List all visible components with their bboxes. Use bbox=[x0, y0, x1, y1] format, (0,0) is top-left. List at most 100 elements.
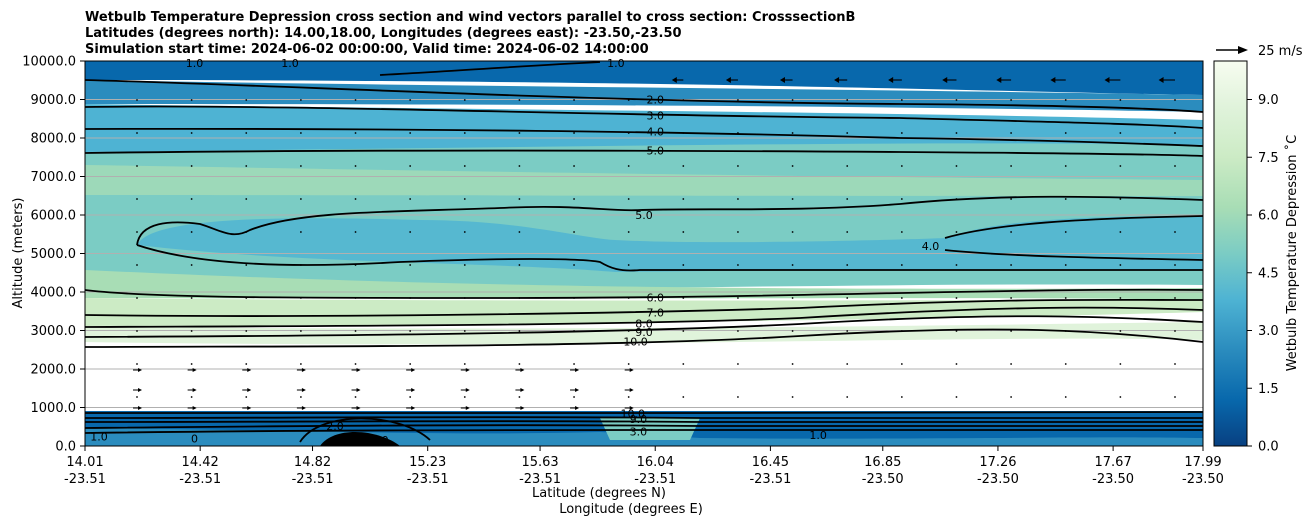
wind-vector-dot bbox=[463, 132, 466, 134]
y-tick-label: 1000.0 bbox=[31, 401, 77, 416]
wind-vector-dot bbox=[136, 396, 138, 398]
wind-vector-dot bbox=[354, 297, 357, 299]
wind-vector-dot bbox=[900, 132, 903, 134]
wind-vector-dot bbox=[463, 363, 466, 365]
wind-vector-head bbox=[575, 368, 580, 372]
contour-line-11 bbox=[85, 298, 1203, 317]
wind-vector-dot bbox=[900, 264, 903, 266]
wind-vector-head bbox=[356, 368, 361, 372]
x-tick-label-lon: -23.50 bbox=[862, 472, 904, 487]
wind-vector-dot bbox=[682, 231, 685, 233]
wind-vector-dot bbox=[518, 264, 521, 266]
y-tick-label: 9000.0 bbox=[31, 93, 77, 108]
wind-vector-dot bbox=[136, 99, 138, 101]
wind-vector-dot bbox=[354, 231, 357, 233]
y-axis-label: Altitude (meters) bbox=[11, 198, 26, 309]
wind-vector-dot bbox=[1010, 396, 1013, 398]
wind-vector-dot bbox=[682, 396, 685, 398]
wind-vector-dot bbox=[682, 363, 685, 365]
wind-vector-dot bbox=[955, 231, 958, 233]
wind-vector-dot bbox=[136, 330, 138, 332]
wind-vector-dot bbox=[299, 99, 302, 101]
wind-vector-head bbox=[247, 368, 252, 372]
wind-vector-dot bbox=[190, 198, 193, 200]
wind-vector-head bbox=[575, 388, 580, 392]
wind-vector-dot bbox=[573, 132, 575, 134]
wind-vector-dot bbox=[1010, 198, 1013, 200]
x-tick-label-lat: 16.04 bbox=[637, 455, 674, 470]
wind-vector-dot bbox=[409, 231, 412, 233]
wind-vector-dot bbox=[136, 264, 138, 266]
contour-label: 3.0 bbox=[630, 425, 648, 438]
wind-vector-dot bbox=[900, 297, 903, 299]
contour-label: 2.0 bbox=[326, 420, 344, 433]
wind-vector-dot bbox=[627, 396, 630, 398]
wind-vector-dot bbox=[573, 165, 575, 167]
wind-vector-head bbox=[138, 368, 142, 372]
contour-label: 2.0 bbox=[646, 94, 664, 107]
wind-vector-head bbox=[465, 388, 470, 392]
wind-vector-dot bbox=[190, 396, 193, 398]
wind-vector-dot bbox=[463, 165, 466, 167]
chart-title-line-3: Simulation start time: 2024-06-02 00:00:… bbox=[85, 42, 649, 57]
wind-vector-head bbox=[411, 368, 416, 372]
wind-vector-dot bbox=[846, 132, 849, 134]
wind-vector-dot bbox=[245, 396, 248, 398]
contour-line-5 bbox=[85, 149, 1203, 157]
wind-vector-head bbox=[465, 368, 470, 372]
wind-vector-dot bbox=[737, 132, 739, 134]
wind-vector-head bbox=[465, 406, 470, 410]
wind-vector-dot bbox=[682, 198, 685, 200]
wind-vector-dot bbox=[737, 363, 739, 365]
x-tick-label-lat: 14.82 bbox=[294, 455, 331, 470]
contour-label: 7.0 bbox=[646, 306, 664, 319]
band-3-4 bbox=[85, 104, 1203, 152]
wind-vector-dot bbox=[682, 165, 685, 167]
wind-vector-dot bbox=[900, 165, 903, 167]
wind-vector-dot bbox=[737, 297, 739, 299]
contour-line-20 bbox=[299, 417, 431, 443]
wind-vector-dot bbox=[1064, 231, 1067, 233]
wind-vector-dot bbox=[846, 231, 849, 233]
y-tick-label: 6000.0 bbox=[31, 209, 77, 224]
wind-vector-dot bbox=[791, 231, 794, 233]
wind-vector-dot bbox=[573, 99, 575, 101]
wind-vector-dot bbox=[846, 297, 849, 299]
colorbar-tick-label: 6.0 bbox=[1258, 209, 1279, 224]
contour-label: 10.0 bbox=[623, 336, 648, 349]
contour-label: 10.0 bbox=[621, 407, 646, 420]
wind-vector-dot bbox=[1064, 330, 1067, 332]
wind-vector-dot bbox=[1174, 99, 1176, 101]
wind-vector-dot bbox=[136, 363, 138, 365]
wind-vector-dot bbox=[518, 132, 521, 134]
contour-line-4 bbox=[85, 127, 1203, 147]
wind-vector-dot bbox=[299, 330, 302, 332]
wind-vector-dot bbox=[409, 330, 412, 332]
wind-vector-dot bbox=[409, 264, 412, 266]
wind-vector-dot bbox=[1010, 264, 1013, 266]
wind-vector-dot bbox=[1119, 396, 1122, 398]
wind-vector-dot bbox=[1174, 132, 1176, 134]
contour-label: 5.0 bbox=[646, 144, 664, 157]
wind-vector-dot bbox=[463, 264, 466, 266]
x-axis: 14.01 -23.51 14.42 -23.51 14.82 -23.51 15.23 -2… bbox=[64, 446, 1224, 487]
wind-vector-dot bbox=[1174, 297, 1176, 299]
chart-title-line-1: Wetbulb Temperature Depression cross sec… bbox=[85, 10, 855, 25]
wind-vector-dot bbox=[354, 264, 357, 266]
wind-vector-dot bbox=[737, 231, 739, 233]
contour-line-6 bbox=[136, 195, 1203, 246]
wind-vector-dot bbox=[900, 330, 903, 332]
wind-vector-dot bbox=[190, 132, 193, 134]
wind-vector-head bbox=[247, 388, 252, 392]
wind-vector-dot bbox=[190, 165, 193, 167]
wind-vector-head bbox=[725, 77, 731, 83]
wind-vector-dot bbox=[409, 99, 412, 101]
wind-vector-dot bbox=[737, 264, 739, 266]
wind-vector-dot bbox=[190, 330, 193, 332]
x-tick-label-lat: 14.42 bbox=[182, 455, 219, 470]
y-tick-label: 2000.0 bbox=[31, 363, 77, 378]
wind-vector-dot bbox=[1119, 330, 1122, 332]
band-surface-teal bbox=[600, 418, 700, 440]
wind-vector-dot bbox=[299, 231, 302, 233]
